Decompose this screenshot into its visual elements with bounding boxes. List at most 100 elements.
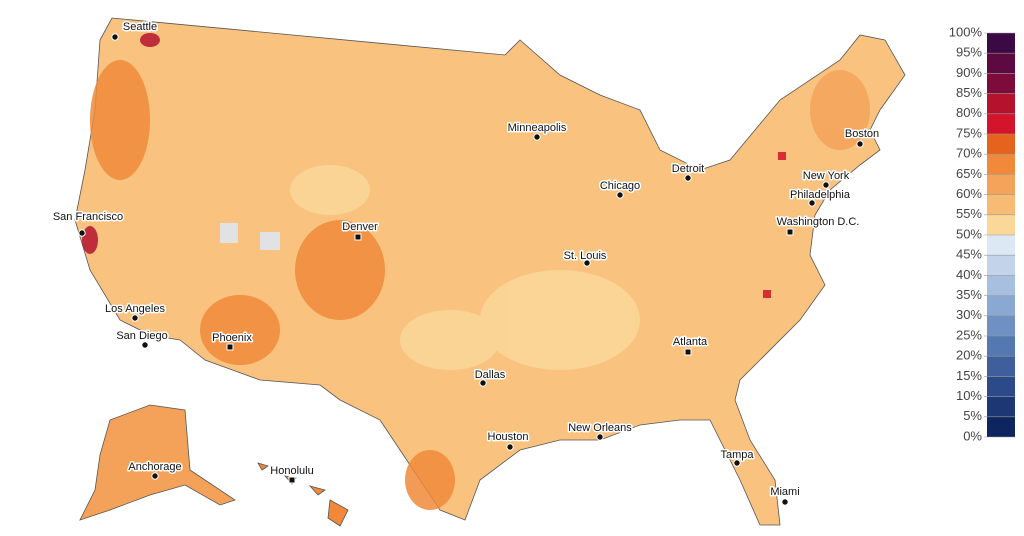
legend-swatch — [987, 275, 1015, 296]
city-marker — [684, 348, 692, 356]
legend-label: 40% — [956, 267, 982, 282]
legend-swatch — [987, 93, 1015, 114]
legend-swatch — [987, 396, 1015, 417]
city-label: Anchorage — [128, 461, 181, 473]
city-label: Houston — [488, 431, 529, 443]
city-label: Washington D.C. — [777, 216, 860, 228]
city-label: Denver — [342, 221, 378, 233]
legend-swatch — [987, 53, 1015, 74]
city-marker — [781, 498, 789, 506]
city-label: Minneapolis — [508, 122, 567, 134]
city-label: Tampa — [720, 449, 754, 461]
city-label: Seattle — [123, 21, 157, 33]
city-label: Philadelphia — [790, 189, 851, 201]
legend-swatch — [987, 235, 1015, 256]
legend-swatch — [987, 416, 1015, 437]
region — [400, 310, 500, 370]
legend-label: 10% — [956, 388, 982, 403]
city-label: San Francisco — [53, 211, 123, 223]
legend-label: 25% — [956, 327, 982, 342]
city-label: Miami — [770, 486, 799, 498]
legend-swatch — [987, 336, 1015, 357]
city-marker — [151, 472, 159, 480]
city-label: Boston — [845, 128, 879, 140]
legend-label: 85% — [956, 85, 982, 100]
cities: Seattle Minneapolis Boston Detroit Chicago Ne… — [51, 19, 881, 506]
region — [140, 33, 160, 47]
region — [295, 220, 385, 320]
legend-swatch — [987, 113, 1015, 134]
city-marker — [288, 476, 296, 484]
region — [480, 270, 640, 370]
region — [90, 60, 150, 180]
city-marker — [856, 140, 864, 148]
legend-label: 90% — [956, 65, 982, 80]
legend-swatch — [987, 134, 1015, 155]
city-marker — [822, 181, 830, 189]
land — [74, 17, 906, 527]
legend-label: 100% — [949, 24, 983, 39]
city-label: St. Louis — [564, 250, 607, 262]
legend-label: 45% — [956, 247, 982, 262]
legend-label: 35% — [956, 287, 982, 302]
legend-swatch — [987, 376, 1015, 397]
city-marker — [141, 341, 149, 349]
legend-label: 5% — [963, 408, 982, 423]
city-label: Detroit — [672, 163, 704, 175]
city-marker — [808, 199, 816, 207]
city-label: Los Angeles — [105, 303, 165, 315]
city-label: Atlanta — [673, 336, 708, 348]
city-marker — [684, 174, 692, 182]
legend-swatch — [987, 356, 1015, 377]
city-marker — [78, 229, 86, 237]
legend-label: 30% — [956, 307, 982, 322]
region — [810, 70, 870, 150]
city-marker — [506, 443, 514, 451]
region — [260, 232, 280, 250]
city-marker — [533, 133, 541, 141]
region — [763, 290, 771, 298]
city-label: Chicago — [600, 180, 640, 192]
region — [778, 152, 786, 160]
region — [405, 450, 455, 510]
legend-label: 0% — [963, 428, 982, 443]
city-label: Phoenix — [212, 332, 252, 344]
legend-label: 60% — [956, 186, 982, 201]
legend-label: 15% — [956, 368, 982, 383]
city-marker — [131, 314, 139, 322]
legend-swatch — [987, 255, 1015, 276]
legend-swatch — [987, 33, 1015, 54]
legend-swatch — [987, 315, 1015, 336]
city-marker — [226, 343, 234, 351]
legend-label: 20% — [956, 348, 982, 363]
legend-swatch — [987, 73, 1015, 94]
city-marker — [479, 379, 487, 387]
city-label: New Orleans — [568, 422, 632, 434]
region — [82, 226, 98, 254]
city-marker — [354, 233, 362, 241]
region — [200, 295, 280, 365]
legend-swatch — [987, 295, 1015, 316]
city-label: Honolulu — [270, 465, 313, 477]
region — [220, 223, 238, 243]
region — [290, 165, 370, 215]
legend-label: 80% — [956, 105, 982, 120]
legend-label: 55% — [956, 206, 982, 221]
alaska — [79, 404, 236, 521]
city-label: San Diego — [116, 330, 167, 342]
legend-swatch — [987, 194, 1015, 215]
city-label: Dallas — [475, 369, 506, 381]
regions — [82, 33, 870, 510]
city-marker — [616, 191, 624, 199]
city-marker — [596, 433, 604, 441]
legend-label: 50% — [956, 226, 982, 241]
legend-label: 65% — [956, 166, 982, 181]
legend-label: 75% — [956, 125, 982, 140]
legend-swatch — [987, 174, 1015, 195]
legend-swatch — [987, 214, 1015, 235]
legend-label: 95% — [956, 45, 982, 60]
city-marker — [111, 33, 119, 41]
city-marker — [786, 228, 794, 236]
legend: 0% 5% 10% 15% 20% 25% 30% 35% 40% 45% 50% 55% 60% 65%… — [949, 24, 1015, 443]
